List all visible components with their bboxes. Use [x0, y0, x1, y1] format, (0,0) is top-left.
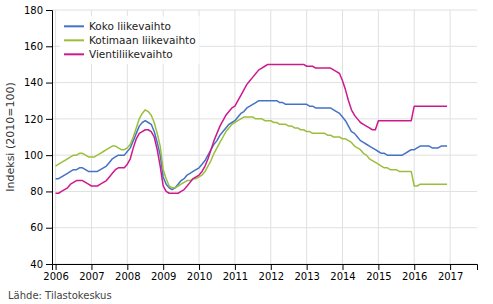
x-tick-label: 2009: [151, 271, 176, 282]
chart: 2006 2007 2008 2009 2010 2011 2012 2013 2014 2015…: [0, 0, 493, 304]
x-grid-line: [450, 10, 451, 264]
x-axis: 2006 2007 2008 2009 2010 2011 2012 2013 2014 2015…: [43, 264, 477, 282]
y-tick-mark: [46, 264, 52, 265]
y-tick: 180: [24, 5, 52, 16]
y-axis: 40 60 80 100 120 140 160 180: [24, 5, 53, 270]
y-axis-title: Indeksi (2010=100): [4, 82, 17, 191]
x-tick-label: 2007: [79, 271, 104, 282]
y-tick-label: 40: [30, 259, 43, 270]
legend-swatch: [64, 39, 84, 41]
x-tick: 2017: [438, 264, 463, 282]
y-tick-label: 180: [24, 5, 43, 16]
y-grid-line: [52, 227, 477, 228]
x-grid-line: [270, 10, 271, 264]
x-tick-mark: [414, 264, 415, 270]
x-tick-label: 2016: [402, 271, 427, 282]
x-tick: 2013: [294, 264, 319, 282]
x-grid-line: [414, 10, 415, 264]
y-tick-label: 80: [30, 186, 43, 197]
series-line: [56, 64, 448, 193]
x-tick-mark: [56, 264, 57, 270]
plot: 2006 2007 2008 2009 2010 2011 2012 2013 2014 2015…: [24, 5, 478, 282]
x-tick-mark: [307, 264, 308, 270]
y-tick-label: 120: [24, 114, 43, 125]
y-tick-mark: [46, 191, 52, 192]
x-tick: 2010: [187, 264, 212, 282]
y-tick: 120: [24, 114, 52, 125]
legend-background: [60, 16, 200, 64]
legend-label: Koko liikevaihto: [89, 20, 171, 32]
x-tick-mark: [343, 264, 344, 270]
x-tick: 2008: [115, 264, 140, 282]
legend-label: Kotimaan liikevaihto: [89, 34, 196, 46]
x-tick-label: 2017: [438, 271, 463, 282]
y-tick-mark: [46, 10, 52, 11]
x-grid-line: [306, 10, 307, 264]
x-tick-label: 2012: [259, 271, 284, 282]
annotation: Lähde: Tilastokeskus: [8, 290, 112, 301]
y-tick: 60: [30, 222, 52, 233]
y-tick: 40: [30, 259, 52, 270]
legend-item: Kotimaan liikevaihto: [64, 34, 196, 46]
legend: Koko liikevaihto Kotimaan liikevaihto Vien…: [60, 16, 200, 64]
legend-label: Vientiliikevaihto: [89, 48, 173, 60]
series-line: [56, 101, 448, 190]
x-tick-mark: [163, 264, 164, 270]
x-tick: 2014: [330, 264, 355, 282]
x-tick: 2009: [151, 264, 176, 282]
y-grid-line: [52, 191, 477, 192]
x-tick-label: 2014: [330, 271, 355, 282]
x-tick-label: 2006: [43, 271, 68, 282]
x-grid-line: [55, 10, 56, 264]
y-tick-mark: [46, 119, 52, 120]
y-tick: 100: [24, 150, 52, 161]
x-tick-mark: [235, 264, 236, 270]
y-axis-line: [46, 11, 53, 265]
x-axis-line: [53, 265, 478, 271]
y-tick-label: 60: [30, 222, 43, 233]
y-grid-line: [52, 118, 477, 119]
x-tick-mark: [127, 264, 128, 270]
y-grid-line: [52, 155, 477, 156]
y-tick: 80: [30, 186, 52, 197]
x-tick: 2016: [402, 264, 427, 282]
x-tick-label: 2008: [115, 271, 140, 282]
x-tick-mark: [199, 264, 200, 270]
x-tick-mark: [91, 264, 92, 270]
x-tick-label: 2013: [294, 271, 319, 282]
x-tick: 2011: [223, 264, 248, 282]
x-grid-line: [342, 10, 343, 264]
series-line: [56, 110, 448, 188]
x-tick-label: 2015: [366, 271, 391, 282]
x-tick: 2007: [79, 264, 104, 282]
y-tick: 160: [24, 41, 52, 52]
y-tick-label: 160: [24, 41, 43, 52]
y-tick-mark: [46, 228, 52, 229]
x-tick-label: 2011: [223, 271, 248, 282]
x-tick-label: 2010: [187, 271, 212, 282]
x-tick-mark: [378, 264, 379, 270]
x-tick-mark: [450, 264, 451, 270]
y-tick: 140: [24, 77, 52, 88]
lines: [56, 64, 448, 193]
y-tick-label: 100: [24, 150, 43, 161]
y-tick-label: 140: [24, 77, 43, 88]
x-tick-mark: [271, 264, 272, 270]
legend-swatch: [64, 25, 84, 27]
legend-item: Koko liikevaihto: [64, 20, 171, 32]
y-tick-mark: [46, 155, 52, 156]
y-tick-mark: [46, 83, 52, 84]
legend-item: Vientiliikevaihto: [64, 48, 173, 60]
legend-swatch: [64, 53, 84, 55]
y-grid-line: [52, 82, 477, 83]
y-tick-mark: [46, 46, 52, 47]
x-grid-line: [234, 10, 235, 264]
x-tick: 2012: [259, 264, 284, 282]
x-grid-line: [378, 10, 379, 264]
x-tick: 2015: [366, 264, 391, 282]
x-tick: 2006: [43, 264, 68, 282]
grid: [52, 10, 477, 264]
y-grid-line: [52, 10, 477, 11]
